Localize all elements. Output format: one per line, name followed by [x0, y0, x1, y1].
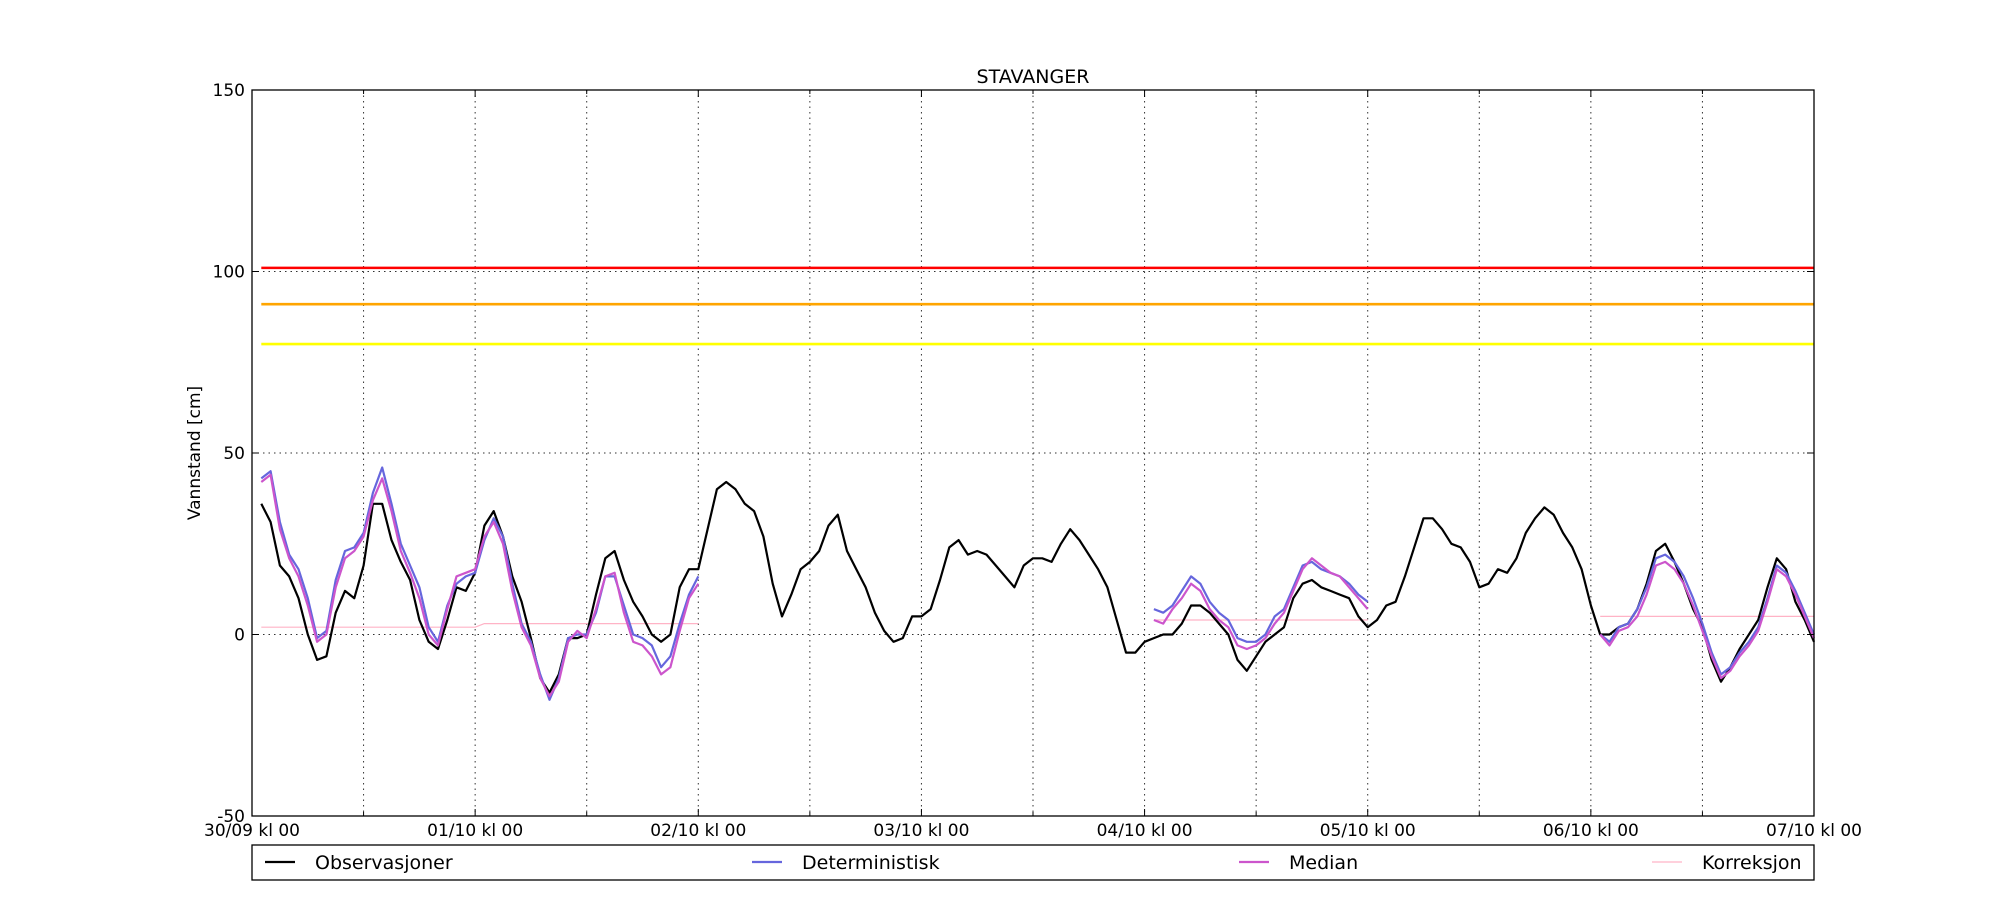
series-lines [260, 466, 1816, 701]
y-tick-label: -50 [217, 807, 245, 827]
legend-label-deterministisk: Deterministisk [802, 852, 940, 874]
x-tick-label: 06/10 kl 00 [1543, 821, 1639, 841]
series-line-deterministisk-1 [260, 466, 700, 701]
x-tick-label: 04/10 kl 00 [1097, 821, 1193, 841]
x-tick-label: 02/10 kl 00 [650, 821, 746, 841]
x-tick-label: 05/10 kl 00 [1320, 821, 1416, 841]
legend-label-observasjoner: Observasjoner [315, 852, 453, 874]
y-tick-label: 150 [213, 81, 245, 101]
y-tick-label: 0 [234, 626, 245, 646]
y-tick-label: 100 [213, 263, 245, 283]
series-line-median-3 [1599, 560, 1816, 680]
x-tick-label: 30/09 kl 00 [204, 821, 300, 841]
y-axis-label: Vannstand [cm] [185, 386, 205, 520]
legend: Observasjoner Deterministisk Median Korreks… [251, 844, 1815, 881]
series-line-median-2 [1153, 557, 1369, 651]
legend-box [251, 844, 1815, 881]
series-line-deterministisk-3 [1599, 553, 1816, 676]
y-tick-label: 50 [223, 444, 245, 464]
x-axis-ticks: 30/09 kl 00 01/10 kl 00 02/10 kl 00 03/10 k… [204, 90, 1862, 841]
x-tick-label: 03/10 kl 00 [873, 821, 969, 841]
y-axis-ticks: -50 0 50 100 150 [213, 81, 1814, 827]
grid-lines [252, 90, 1814, 816]
legend-label-korreksjon: Korreksjon [1702, 852, 1802, 874]
series-line-observasjoner-1 [260, 480, 1816, 694]
x-tick-label: 07/10 kl 00 [1766, 821, 1862, 841]
threshold-lines [261, 266, 1814, 346]
chart-title: STAVANGER [977, 66, 1090, 88]
legend-label-median: Median [1289, 852, 1358, 874]
series-line-median-1 [260, 473, 700, 698]
x-tick-label: 01/10 kl 00 [427, 821, 523, 841]
